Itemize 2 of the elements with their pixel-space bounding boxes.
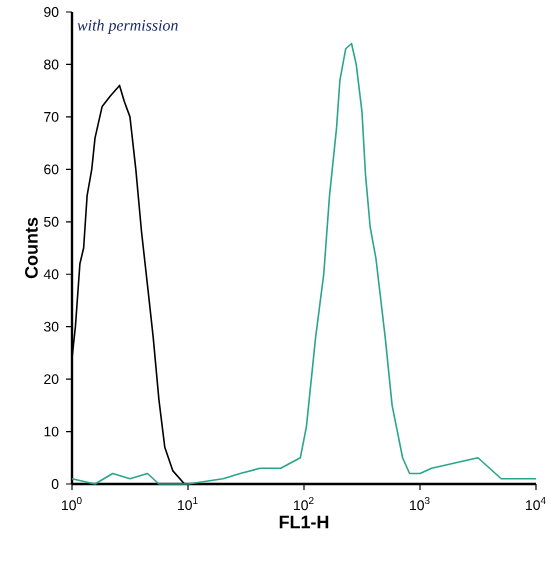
x-axis-title: FL1-H xyxy=(279,515,329,529)
y-axis-title: Counts xyxy=(25,217,38,279)
